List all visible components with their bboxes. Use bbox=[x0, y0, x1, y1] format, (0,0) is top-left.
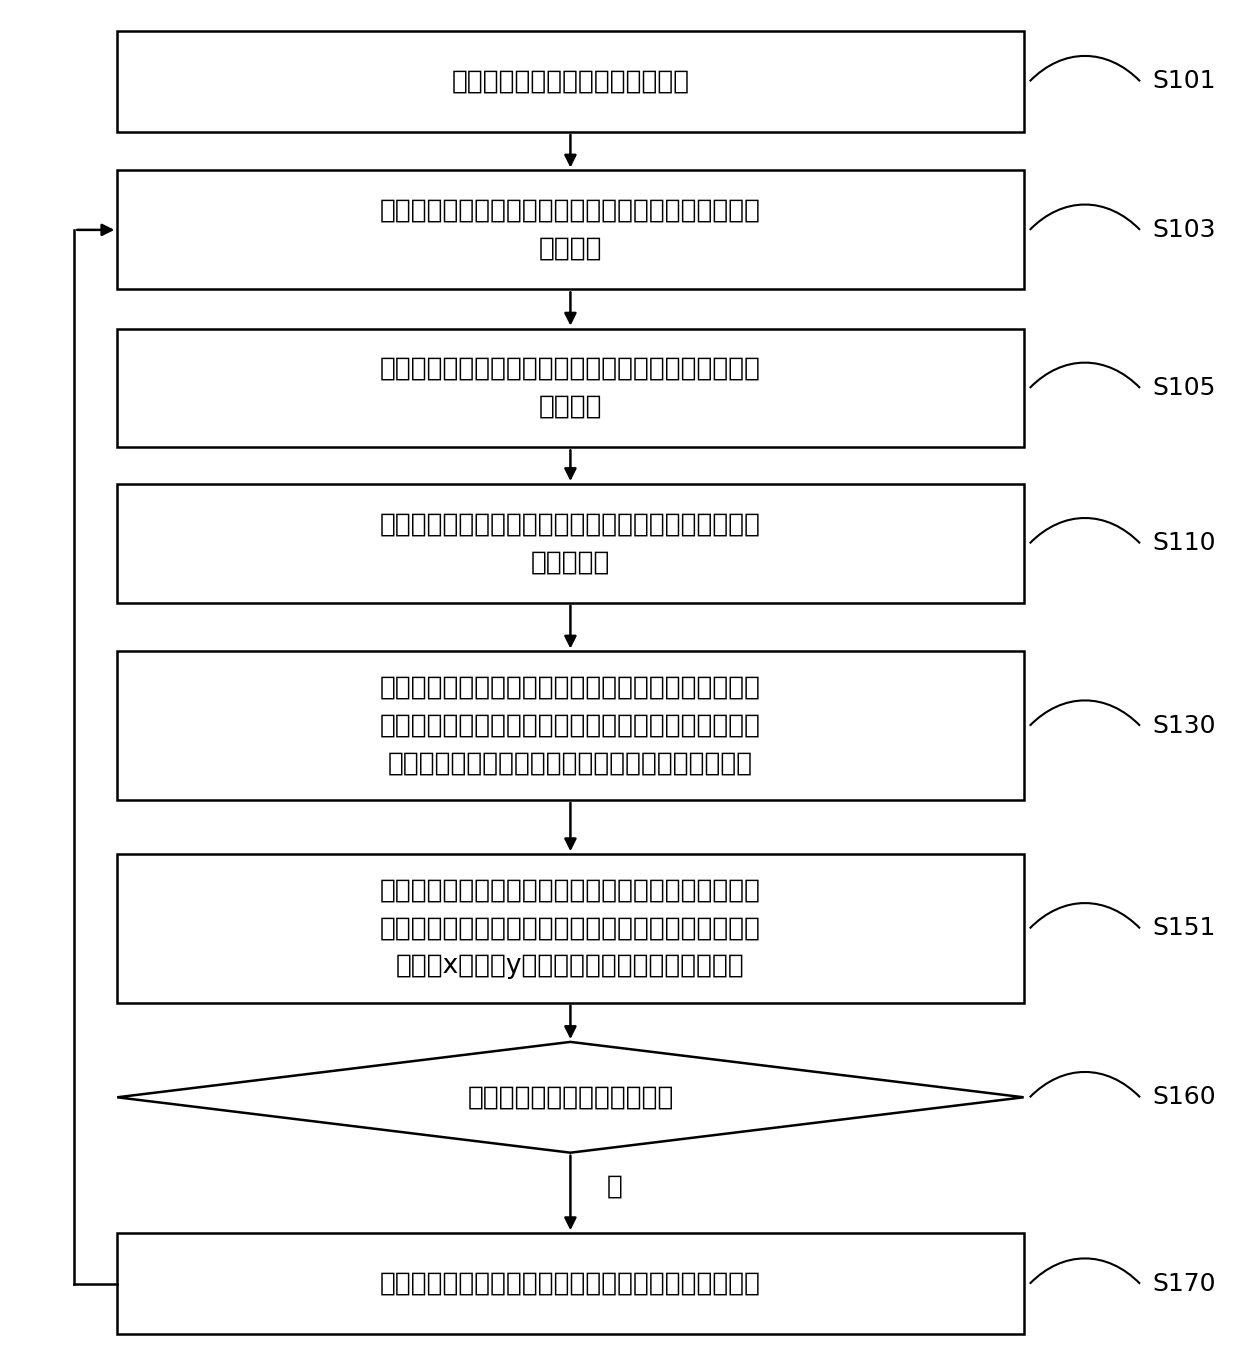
Text: S110: S110 bbox=[1152, 531, 1215, 556]
Text: S101: S101 bbox=[1152, 70, 1215, 93]
Text: S105: S105 bbox=[1152, 375, 1215, 400]
Text: S130: S130 bbox=[1152, 714, 1215, 737]
FancyBboxPatch shape bbox=[118, 30, 1024, 132]
Text: 调整成型缸基板的位置，使覆盖板的上表面达到预设高
度位置处: 调整成型缸基板的位置，使覆盖板的上表面达到预设高 度位置处 bbox=[379, 356, 761, 420]
Text: 将待加工零件固定在成型缸基板上: 将待加工零件固定在成型缸基板上 bbox=[451, 68, 689, 94]
Text: S170: S170 bbox=[1152, 1272, 1215, 1295]
FancyBboxPatch shape bbox=[118, 1233, 1024, 1335]
Text: S151: S151 bbox=[1152, 916, 1215, 940]
FancyBboxPatch shape bbox=[118, 651, 1024, 800]
Text: 获取测量得到的打印轮廓线上对应特征点的位置点与待
加工零件的实际轮廓线中对应特征点的对应点在直角坐
标系的x方向和y方向上的偏差，得到位置偏差值: 获取测量得到的打印轮廓线上对应特征点的位置点与待 加工零件的实际轮廓线中对应特征… bbox=[379, 878, 761, 980]
Text: 根据预加工截面，控制扫描器对预加工截面上的至少包
含两个特征点的轮廓线进行扫描，使在覆盖待加工零件
上对应特征点的对应点处的覆盖板上得到打印轮廓线: 根据预加工截面，控制扫描器对预加工截面上的至少包 含两个特征点的轮廓线进行扫描，… bbox=[379, 674, 761, 777]
FancyBboxPatch shape bbox=[118, 329, 1024, 448]
Text: 否: 否 bbox=[608, 1173, 622, 1198]
Text: 获取待加工零件的零件模型在切片软件中当前位置下的
预加工截面: 获取待加工零件的零件模型在切片软件中当前位置下的 预加工截面 bbox=[379, 512, 761, 575]
Text: 根据位置偏差值矫正零件模型在切片软件中的当前位置: 根据位置偏差值矫正零件模型在切片软件中的当前位置 bbox=[379, 1271, 761, 1297]
Polygon shape bbox=[118, 1041, 1024, 1152]
FancyBboxPatch shape bbox=[118, 171, 1024, 289]
Text: 将覆盖板放置于待加工零件的预加工表面，使覆盖板覆
盖对应点: 将覆盖板放置于待加工零件的预加工表面，使覆盖板覆 盖对应点 bbox=[379, 198, 761, 262]
Text: 位置偏差值是否在预设范围内: 位置偏差值是否在预设范围内 bbox=[467, 1084, 673, 1110]
Text: S103: S103 bbox=[1152, 218, 1215, 242]
FancyBboxPatch shape bbox=[118, 483, 1024, 603]
FancyBboxPatch shape bbox=[118, 854, 1024, 1003]
Text: S160: S160 bbox=[1152, 1085, 1216, 1110]
